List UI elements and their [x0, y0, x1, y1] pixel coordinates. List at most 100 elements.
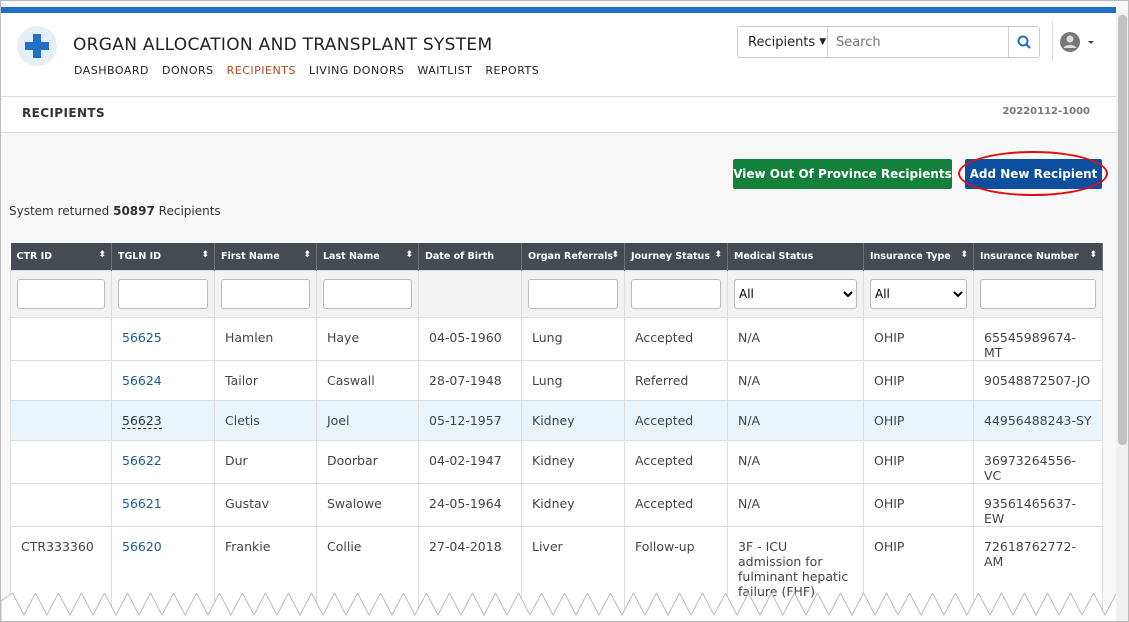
cell-text: N/A	[738, 330, 760, 345]
user-menu[interactable]	[1059, 31, 1099, 53]
cell-text: 90548872507-JO	[984, 373, 1090, 388]
nav-item[interactable]: DONORS	[162, 64, 214, 77]
logo[interactable]	[17, 26, 57, 66]
cell-text: 04-02-1947	[429, 453, 502, 468]
nav: DASHBOARD DONORS RECIPIENTS LIVING DONORS WA…	[74, 64, 539, 77]
search-button[interactable]	[1008, 27, 1039, 57]
nav-item[interactable]: RECIPIENTS	[227, 64, 296, 77]
cell-text: OHIP	[874, 539, 904, 554]
table-cell: 65545989674-MT	[974, 317, 1103, 360]
scrollbar-thumb[interactable]	[1118, 15, 1127, 445]
filter-cell	[625, 270, 728, 317]
cell-text: Liver	[532, 539, 563, 554]
nav-item[interactable]: DASHBOARD	[74, 64, 149, 77]
table-cell: Referred	[625, 360, 728, 400]
filter-select[interactable]: All	[870, 279, 967, 309]
table-cell	[11, 400, 112, 440]
table-cell: Doorbar	[317, 440, 419, 483]
sort-icon[interactable]: ⬍	[405, 250, 413, 260]
sort-icon[interactable]: ⬍	[960, 250, 968, 260]
filter-input[interactable]	[323, 279, 412, 309]
recipient-link[interactable]: 56625	[122, 330, 162, 345]
table-cell: 04-05-1960	[419, 317, 522, 360]
column-header: Date of Birth	[419, 243, 522, 270]
table-cell: 24-05-1964	[419, 483, 522, 526]
table-cell	[11, 360, 112, 400]
cell-text: Haye	[327, 330, 359, 345]
cell-text: Follow-up	[635, 539, 695, 554]
filter-input[interactable]	[980, 279, 1096, 309]
table-cell: 56622	[112, 440, 215, 483]
column-header[interactable]: CTR ID⬍	[11, 243, 112, 270]
table-cell: Accepted	[625, 440, 728, 483]
column-header[interactable]: Insurance Number⬍	[974, 243, 1103, 270]
cell-text: 93561465637-EW	[984, 496, 1076, 526]
torn-edge	[1, 593, 1116, 622]
filter-input[interactable]	[631, 279, 721, 309]
recipient-link[interactable]: 56620	[122, 539, 162, 554]
view-out-of-province-button[interactable]: View Out Of Province Recipients	[733, 159, 952, 189]
column-header[interactable]: Insurance Type⬍	[864, 243, 974, 270]
filter-input[interactable]	[17, 279, 105, 309]
table-cell: 28-07-1948	[419, 360, 522, 400]
summary-prefix: System returned	[9, 204, 109, 218]
sort-icon[interactable]: ⬍	[303, 250, 311, 260]
cell-text: 24-05-1964	[429, 496, 502, 511]
sort-icon[interactable]: ⬍	[714, 250, 722, 260]
column-header[interactable]: Last Name⬍	[317, 243, 419, 270]
recipient-link[interactable]: 56621	[122, 496, 162, 511]
nav-item[interactable]: WAITLIST	[417, 64, 472, 77]
filter-input[interactable]	[221, 279, 310, 309]
cell-text: Lung	[532, 330, 563, 345]
table-cell: 44956488243-SY	[974, 400, 1103, 440]
recipients-table: CTR ID⬍TGLN ID⬍First Name⬍Last Name⬍Date…	[10, 243, 1103, 622]
recipient-link[interactable]: 56624	[122, 373, 162, 388]
table-row: 56622DurDoorbar04-02-1947KidneyAcceptedN…	[11, 440, 1103, 483]
filter-row: All All	[11, 270, 1103, 317]
cell-text: 3F - ICU admission for fulminant hepatic…	[738, 539, 848, 599]
table-cell	[11, 440, 112, 483]
table-cell: 56624	[112, 360, 215, 400]
cell-text: OHIP	[874, 453, 904, 468]
search-input[interactable]	[828, 27, 1008, 57]
cell-text: 28-07-1948	[429, 373, 502, 388]
cell-text: Accepted	[635, 453, 693, 468]
recipient-link[interactable]: 56623	[122, 413, 162, 429]
table-cell: 56623	[112, 400, 215, 440]
column-label: Medical Status	[734, 251, 813, 262]
scope-label: Recipients	[748, 35, 815, 50]
sort-icon[interactable]: ⬍	[611, 250, 619, 260]
recipient-link[interactable]: 56622	[122, 453, 162, 468]
sort-icon[interactable]: ⬍	[1089, 250, 1097, 260]
table-cell: 93561465637-EW	[974, 483, 1103, 526]
cell-text: Kidney	[532, 453, 575, 468]
column-header[interactable]: First Name ⬍	[215, 243, 317, 270]
table-row: 56621GustavSwalowe24-05-1964KidneyAccept…	[11, 483, 1103, 526]
version: 20220112-1000	[1002, 106, 1090, 117]
column-label: Date of Birth	[425, 251, 494, 262]
cell-text: Kidney	[532, 496, 575, 511]
filter-cell	[11, 270, 112, 317]
cell-text: Cletis	[225, 413, 260, 428]
sort-icon[interactable]: ⬍	[201, 250, 209, 260]
result-summary: System returned 50897 Recipients	[9, 204, 221, 218]
column-header[interactable]: TGLN ID ⬍	[112, 243, 215, 270]
sort-icon[interactable]: ⬍	[98, 250, 106, 260]
table-cell: Accepted	[625, 317, 728, 360]
column-header[interactable]: Journey Status⬍	[625, 243, 728, 270]
column-header[interactable]: Organ Referrals⬍	[522, 243, 625, 270]
cell-text: Dur	[225, 453, 248, 468]
filter-input[interactable]	[528, 279, 618, 309]
table-cell: N/A	[728, 400, 864, 440]
cell-text: Collie	[327, 539, 362, 554]
nav-item[interactable]: LIVING DONORS	[309, 64, 405, 77]
filter-select[interactable]: All	[734, 279, 857, 309]
filter-input[interactable]	[118, 279, 208, 309]
nav-item[interactable]: REPORTS	[485, 64, 539, 77]
cell-text: 72618762772-AM	[984, 539, 1076, 569]
column-label: First Name	[221, 251, 280, 262]
column-label: TGLN ID	[118, 251, 161, 262]
table-cell: OHIP	[864, 483, 974, 526]
search-scope[interactable]: Recipients▼	[738, 27, 828, 57]
